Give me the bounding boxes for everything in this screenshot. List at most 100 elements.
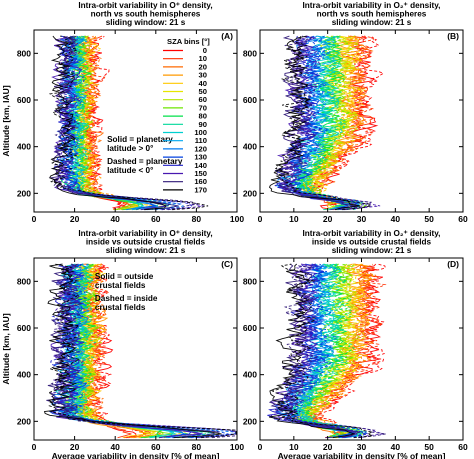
y-tick-label: 200 bbox=[243, 416, 257, 426]
x-tick-label: 10 bbox=[289, 442, 299, 452]
series-line-1-dashed bbox=[308, 263, 387, 439]
series-line-17-dashed bbox=[47, 263, 237, 439]
legend-entry: 150 bbox=[194, 169, 207, 178]
series-line-10-dashed bbox=[293, 35, 359, 211]
series-line-12-dashed bbox=[283, 263, 370, 439]
panel-title-line: Intra-orbit variability in O⁺ density, bbox=[78, 1, 212, 10]
series-line-17-dashed bbox=[271, 263, 374, 439]
series-line-14-dashed bbox=[277, 263, 369, 439]
x-tick-label: 40 bbox=[391, 214, 401, 224]
panel-title-line: sliding window: 21 s bbox=[332, 18, 412, 27]
legend-entry: 70 bbox=[199, 103, 207, 112]
y-tick-label: 200 bbox=[243, 188, 257, 198]
series-line-6-dashed bbox=[67, 264, 198, 439]
legend-entry: 90 bbox=[199, 120, 207, 129]
series-group bbox=[48, 35, 209, 211]
x-tick-label: 20 bbox=[323, 442, 333, 452]
panel-title-line: sliding window: 21 s bbox=[106, 246, 186, 255]
x-tick-label: 50 bbox=[424, 214, 434, 224]
legend-entry: 160 bbox=[194, 177, 207, 186]
x-axis-label: Average variability in density [% of mea… bbox=[52, 451, 220, 459]
series-group bbox=[267, 263, 387, 439]
y-tick-label: 600 bbox=[17, 323, 31, 333]
y-axis-label: Altitude [km, IAU] bbox=[1, 313, 11, 384]
series-line-6-solid bbox=[292, 263, 361, 439]
legend-entry: 130 bbox=[194, 153, 207, 162]
y-tick-label: 400 bbox=[17, 142, 31, 152]
panel-title-line: Intra-orbit variability in O₂⁺ density, bbox=[303, 229, 441, 238]
panel-b: 0 10 20 30 40 50 60 200 400 600 800 Intra-orbit var… bbox=[243, 1, 468, 224]
series-group bbox=[43, 263, 237, 439]
panel-label: (D) bbox=[447, 259, 459, 269]
series-line-5-dashed bbox=[298, 263, 367, 439]
y-axis-label: Altitude [km, IAU] bbox=[1, 85, 11, 156]
y-tick-label: 800 bbox=[17, 48, 31, 58]
x-tick-label: 40 bbox=[110, 214, 120, 224]
series-line-9-dashed bbox=[65, 35, 167, 211]
x-tick-label: 40 bbox=[110, 442, 120, 452]
y-tick-label: 600 bbox=[17, 95, 31, 105]
y-tick-label: 200 bbox=[17, 188, 31, 198]
x-axis-label: Average variability in density [% of mea… bbox=[278, 451, 446, 459]
series-line-8-solid bbox=[290, 35, 352, 211]
legend-entry: 0 bbox=[203, 46, 207, 55]
x-tick-label: 30 bbox=[357, 442, 367, 452]
series-line-9-dashed bbox=[61, 263, 204, 439]
x-tick-label: 60 bbox=[458, 214, 468, 224]
panel-title-line: north vs south hemispheres bbox=[317, 10, 427, 19]
x-tick-label: 30 bbox=[357, 214, 367, 224]
panel-title-line: sliding window: 21 s bbox=[332, 246, 412, 255]
annotation-line: Dashed = planetary bbox=[107, 157, 183, 166]
series-line-8-solid bbox=[290, 263, 354, 439]
y-tick-label: 600 bbox=[243, 95, 257, 105]
legend-entry: 10 bbox=[199, 54, 207, 63]
series-line-5-solid bbox=[297, 264, 357, 439]
series-line-17-dashed bbox=[48, 35, 209, 211]
series-line-1-dashed bbox=[76, 35, 133, 210]
series-line-16-dashed bbox=[274, 263, 387, 439]
series-line-12-dashed bbox=[277, 35, 361, 211]
panel-label: (B) bbox=[447, 31, 459, 41]
y-tick-label: 800 bbox=[17, 276, 31, 286]
legend: SZA bins [°]0102030405060708090100110120… bbox=[163, 37, 210, 194]
legend-title: SZA bins [°] bbox=[167, 37, 210, 46]
y-tick-label: 400 bbox=[17, 370, 31, 380]
series-line-0-dashed bbox=[77, 35, 128, 211]
x-tick-label: 20 bbox=[70, 214, 80, 224]
series-line-0-dashed bbox=[309, 263, 386, 439]
panel-title-line: Intra-orbit variability in O₂⁺ density, bbox=[303, 1, 441, 10]
series-line-16-dashed bbox=[52, 35, 199, 211]
series-line-2-dashed bbox=[78, 35, 137, 211]
y-tick-label: 600 bbox=[243, 323, 257, 333]
x-tick-label: 60 bbox=[151, 214, 161, 224]
legend-entry: 110 bbox=[195, 136, 207, 145]
series-line-16-dashed bbox=[274, 36, 372, 211]
series-line-8-dashed bbox=[298, 263, 367, 439]
series-line-17-solid bbox=[49, 35, 167, 211]
panel-c: 0 20 40 60 80 100 200 400 600 800 Intra-orbit vari… bbox=[1, 229, 244, 459]
x-tick-label: 0 bbox=[258, 442, 263, 452]
legend-entry: 30 bbox=[199, 71, 207, 80]
axes-frame bbox=[33, 29, 238, 213]
annotation-line: latitude > 0° bbox=[107, 144, 153, 153]
legend-entry: 170 bbox=[194, 185, 207, 194]
x-tick-label: 100 bbox=[230, 214, 244, 224]
x-tick-label: 60 bbox=[151, 442, 161, 452]
y-tick-label: 400 bbox=[243, 142, 257, 152]
legend-entry: 50 bbox=[199, 87, 207, 96]
legend-entry: 20 bbox=[199, 62, 207, 71]
x-tick-label: 0 bbox=[32, 442, 37, 452]
series-line-3-dashed bbox=[306, 263, 373, 439]
axes-frame bbox=[33, 257, 238, 441]
panel-title-line: sliding window: 21 s bbox=[106, 18, 186, 27]
series-line-5-dashed bbox=[305, 35, 363, 210]
x-tick-label: 60 bbox=[458, 442, 468, 452]
legend-entry: 60 bbox=[199, 95, 207, 104]
series-line-16-dashed bbox=[49, 263, 237, 439]
panel-label: (C) bbox=[221, 259, 233, 269]
series-line-11-dashed bbox=[283, 263, 359, 439]
legend-entry: 120 bbox=[194, 144, 207, 153]
x-tick-label: 20 bbox=[70, 442, 80, 452]
y-tick-label: 800 bbox=[243, 48, 257, 58]
